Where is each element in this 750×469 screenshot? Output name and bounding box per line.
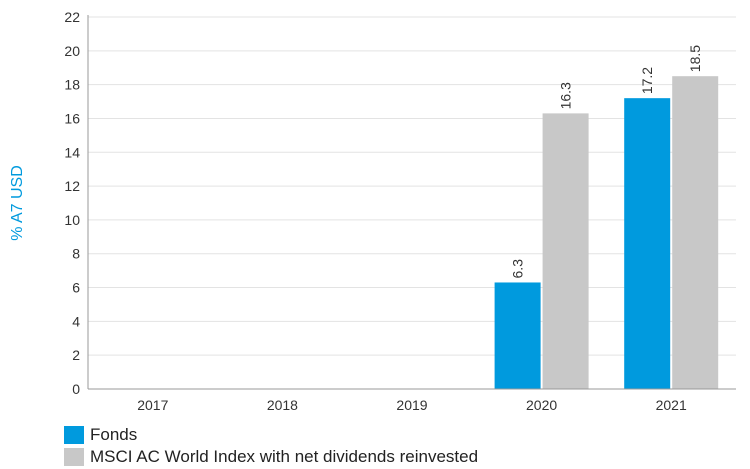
y-axis-label: % A7 USD	[9, 165, 26, 241]
data-label: 18.5	[687, 45, 703, 72]
legend-label-fonds: Fonds	[90, 425, 138, 444]
gridlines	[88, 16, 736, 356]
x-tick-label: 2020	[526, 397, 557, 413]
data-label: 17.2	[639, 67, 655, 94]
bars	[494, 76, 719, 389]
legend: Fonds MSCI AC World Index with net divid…	[64, 424, 478, 468]
x-axis-ticks: 2017 2018 2019 2020 2021	[137, 397, 687, 413]
x-tick-label: 2017	[137, 397, 168, 413]
legend-item-fonds: Fonds	[64, 424, 478, 446]
y-tick-label: 2	[72, 347, 80, 363]
legend-label-msci: MSCI AC World Index with net dividends r…	[90, 447, 479, 466]
x-tick-label: 2019	[396, 397, 427, 413]
data-labels: 6.3 17.2 16.3 18.5	[510, 45, 704, 279]
legend-item-msci: MSCI AC World Index with net dividends r…	[64, 446, 478, 468]
y-tick-label: 22	[64, 9, 80, 25]
legend-swatch-msci	[64, 448, 84, 466]
x-tick-label: 2021	[656, 397, 687, 413]
chart: 0 2 4 6 8 10 12 14 16 18 20 22 6.3 17.2 16.3 18.5 2017…	[9, 9, 736, 413]
legend-swatch-fonds	[64, 426, 84, 444]
y-tick-label: 6	[72, 280, 80, 296]
y-tick-label: 16	[64, 110, 80, 126]
y-axis-ticks: 0 2 4 6 8 10 12 14 16 18 20 22	[64, 9, 80, 397]
x-tick-label: 2018	[267, 397, 298, 413]
bar	[672, 76, 719, 389]
y-tick-label: 10	[64, 212, 80, 228]
bar	[624, 98, 671, 389]
y-tick-label: 20	[64, 43, 80, 59]
y-tick-label: 18	[64, 77, 80, 93]
data-label: 6.3	[510, 259, 526, 279]
y-tick-label: 14	[64, 144, 80, 160]
y-tick-label: 12	[64, 178, 80, 194]
y-tick-label: 4	[72, 313, 80, 329]
data-label: 16.3	[558, 82, 574, 109]
y-tick-label: 8	[72, 246, 80, 262]
y-tick-label: 0	[72, 381, 80, 397]
bar	[542, 113, 589, 389]
bar	[494, 282, 541, 389]
